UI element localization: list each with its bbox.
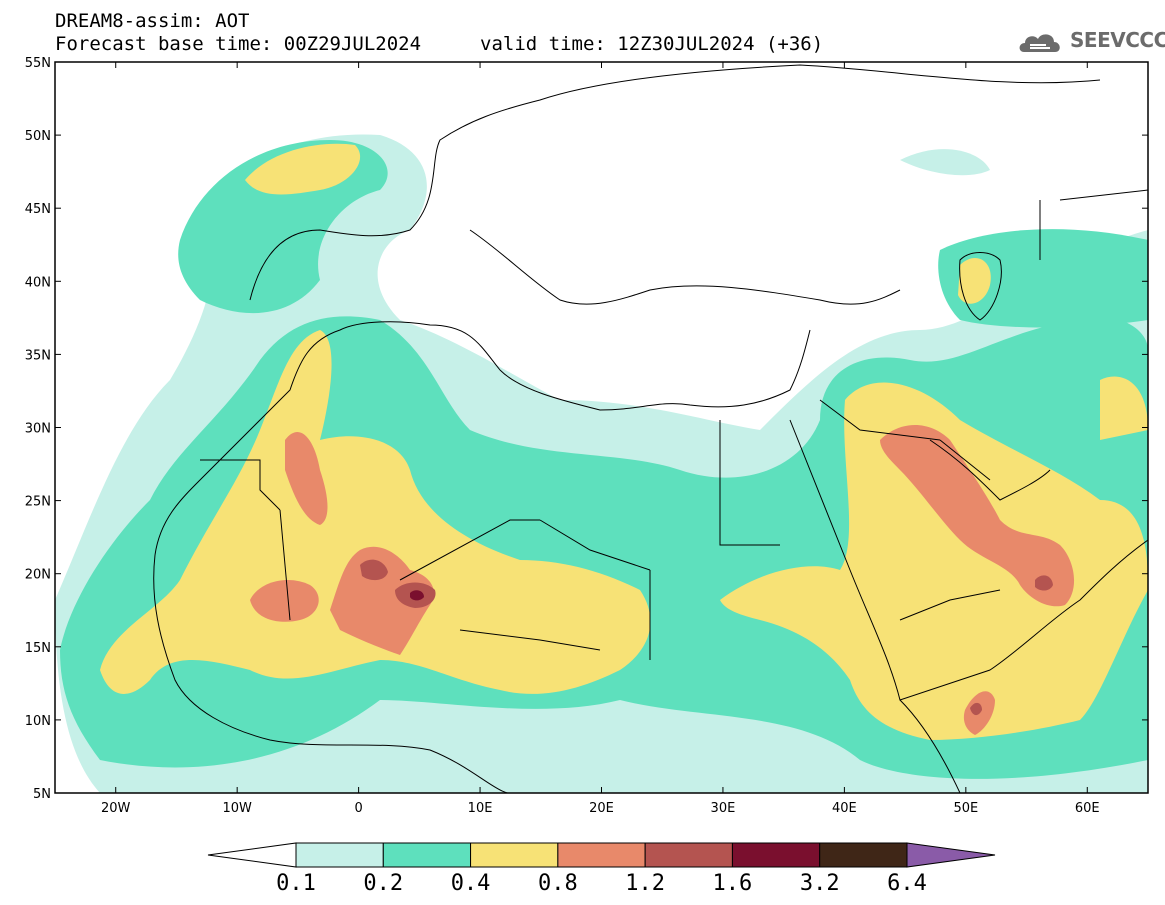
lon-tick-label: 10W bbox=[222, 801, 252, 816]
lat-tick-label: 55N bbox=[25, 56, 51, 71]
colorbar-label: 6.4 bbox=[887, 871, 927, 896]
lat-tick-label: 20N bbox=[25, 568, 51, 583]
colorbar-label: 1.2 bbox=[625, 871, 665, 896]
lat-tick-label: 40N bbox=[25, 275, 51, 290]
lat-tick-label: 50N bbox=[25, 129, 51, 144]
colorbar-segment bbox=[382, 842, 472, 868]
colorbar-segment bbox=[644, 842, 733, 868]
lon-tick-label: 20W bbox=[101, 801, 131, 816]
lon-tick-label: 20E bbox=[589, 801, 614, 816]
aot-level-0-8 bbox=[250, 425, 1075, 735]
lat-tick-label: 30N bbox=[25, 422, 51, 437]
colorbar-low-arrow bbox=[207, 842, 297, 868]
aot-level-0-4 bbox=[100, 143, 1148, 740]
colorbar-segment bbox=[731, 842, 821, 868]
colorbar-high-arrow bbox=[906, 842, 996, 868]
colorbar-label: 3.2 bbox=[800, 871, 840, 896]
map-title: DREAM8-assim: AOT bbox=[55, 10, 250, 32]
coastlines bbox=[153, 64, 1148, 793]
logo-text: SEEVCCC bbox=[1070, 28, 1165, 52]
lat-tick-label: 10N bbox=[25, 714, 51, 729]
lon-tick-label: 10E bbox=[468, 801, 493, 816]
colorbar-label: 0.2 bbox=[363, 871, 403, 896]
lon-tick-label: 60E bbox=[1075, 801, 1100, 816]
colorbar-label: 0.1 bbox=[276, 871, 316, 896]
aot-level-1-6 bbox=[410, 590, 424, 601]
colorbar-segment bbox=[295, 842, 384, 868]
colorbar-segment bbox=[557, 842, 646, 868]
lat-tick-label: 15N bbox=[25, 641, 51, 656]
lon-tick-label: 30E bbox=[711, 801, 736, 816]
lon-tick-label: 40E bbox=[832, 801, 857, 816]
forecast-base-time: Forecast base time: 00Z29JUL2024 bbox=[55, 33, 422, 55]
colorbar-label: 0.8 bbox=[538, 871, 578, 896]
cloud-icon bbox=[1019, 34, 1060, 52]
lon-tick-label: 50E bbox=[953, 801, 978, 816]
colorbar-label: 0.4 bbox=[451, 871, 491, 896]
axis-ticks: 55N 50N 45N 40N 35N 30N 25N 20N 15N 10N 5N 20W 10W 0 1… bbox=[25, 56, 1148, 816]
valid-time: valid time: 12Z30JUL2024 (+36) bbox=[480, 33, 824, 55]
colorbar-segment bbox=[819, 842, 908, 868]
lat-tick-label: 45N bbox=[25, 202, 51, 217]
colorbar-segment bbox=[470, 842, 559, 868]
lon-tick-label: 0 bbox=[354, 801, 362, 816]
colorbar-label: 1.6 bbox=[713, 871, 753, 896]
lat-tick-label: 5N bbox=[33, 787, 51, 802]
lat-tick-label: 35N bbox=[25, 348, 51, 363]
lat-tick-label: 25N bbox=[25, 495, 51, 510]
